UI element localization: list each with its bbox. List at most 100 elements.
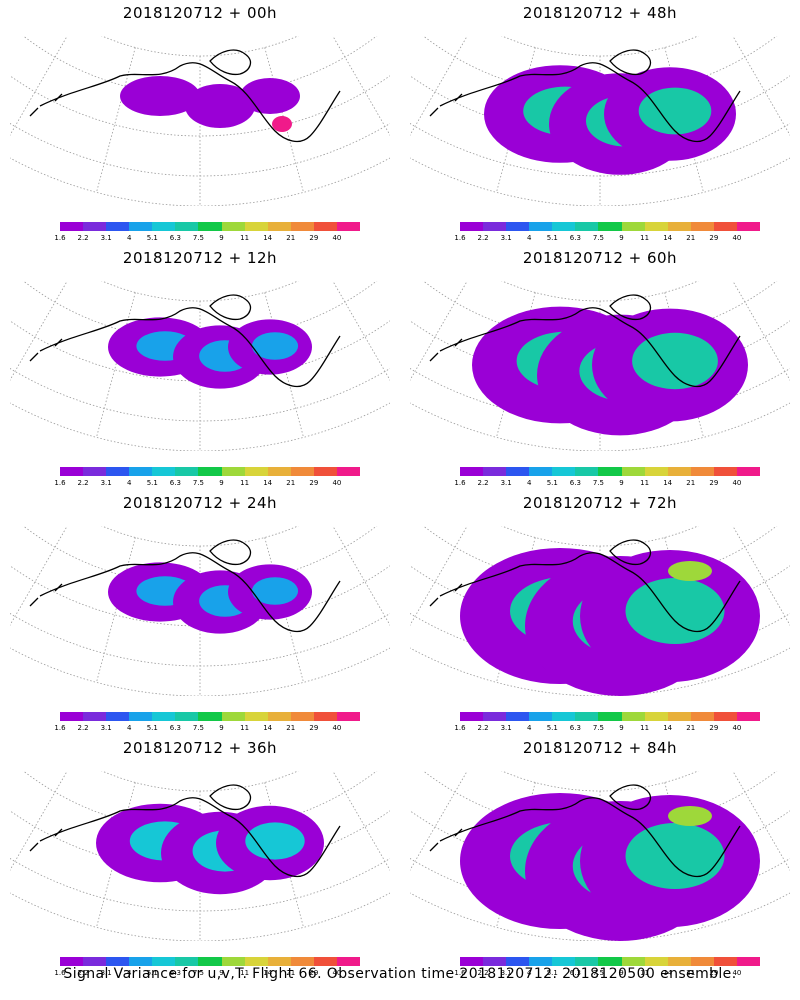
coastline: [29, 49, 341, 143]
colorbar-tick-label: 7.5: [192, 724, 205, 732]
panel-title: 2018120712 + 60h: [522, 249, 678, 267]
colorbar-tick-label: 21: [686, 969, 696, 977]
colorbar-swatch: [175, 467, 199, 476]
colorbar-tick-label: 29: [709, 479, 719, 487]
colorbar-swatch: [106, 712, 130, 721]
colorbar-tick-label: 3.1: [100, 969, 112, 977]
variance-field: [108, 317, 312, 389]
colorbar-swatch: [667, 712, 691, 721]
polar-stereographic-map: [10, 36, 390, 206]
colorbar-swatch: [667, 467, 691, 476]
colorbar-swatch: [690, 222, 714, 231]
colorbar-swatch: [460, 222, 484, 231]
colorbar-tick-labels: 1.6 2.2 3.1 4 5.1 6.3 7.5 9 11 14 21 29 40: [454, 724, 760, 734]
forecast-panel: 2018120712 + 48h 1.6 2.2 3.1 4 5.1 6.3 7.5 9 11 14…: [400, 0, 800, 250]
colorbar: [460, 222, 761, 231]
colorbar-tick-label: 3.1: [500, 479, 512, 487]
variance-field: [96, 803, 324, 895]
coastline: [429, 784, 741, 878]
colorbar-swatch: [506, 467, 530, 476]
colorbar-tick-label: 2.2: [77, 724, 89, 732]
colorbar-swatch: [106, 222, 130, 231]
colorbar-tick-label: 6.3: [569, 724, 581, 732]
colorbar-swatch: [152, 467, 176, 476]
colorbar-tick-label: 1.6: [54, 969, 66, 977]
colorbar-tick-label: 2.2: [477, 969, 489, 977]
colorbar-tick-label: 7.5: [192, 479, 205, 487]
colorbar-swatch: [552, 222, 576, 231]
forecast-panel: 2018120712 + 24h 1.6 2.2 3.1 4 5.1 6.3 7.5 9 11 14…: [0, 490, 400, 740]
colorbar-swatch: [736, 712, 761, 721]
coastline: [29, 539, 341, 633]
colorbar-tick-label: 3.1: [500, 724, 512, 732]
forecast-panel: 2018120712 + 60h 1.6 2.2 3.1 4 5.1 6.3 7.5 9 11 14…: [400, 245, 800, 495]
polar-stereographic-map: [10, 526, 390, 696]
colorbar-swatch: [336, 467, 361, 476]
colorbar-tick-label: 29: [309, 724, 319, 732]
colorbar: [60, 467, 361, 476]
colorbar-swatch: [598, 712, 622, 721]
colorbar-tick-label: 40: [732, 969, 742, 977]
colorbar-tick-label: 4: [526, 479, 532, 487]
colorbar-tick-label: 5.1: [146, 234, 158, 242]
colorbar-swatch: [690, 712, 714, 721]
colorbar-tick-label: 14: [663, 479, 673, 487]
colorbar-tick-label: 9: [219, 969, 224, 977]
colorbar-swatch: [313, 222, 337, 231]
colorbar-tick-label: 14: [263, 969, 273, 977]
colorbar-swatch: [244, 222, 268, 231]
colorbar-swatch: [598, 222, 622, 231]
colorbar-tick-label: 11: [240, 234, 250, 242]
colorbar-swatch: [506, 957, 530, 966]
colorbar-tick-label: 29: [709, 234, 719, 242]
colorbar-tick-label: 7.5: [592, 234, 605, 242]
colorbar-tick-label: 2.2: [77, 969, 89, 977]
colorbar-tick-labels: 1.6 2.2 3.1 4 5.1 6.3 7.5 9 11 14 21 29 40: [54, 724, 360, 734]
colorbar-swatch: [175, 222, 199, 231]
panel-title: 2018120712 + 72h: [522, 494, 678, 512]
colorbar-tick-label: 4: [126, 234, 132, 242]
colorbar-swatch: [690, 467, 714, 476]
colorbar-swatch: [713, 957, 737, 966]
colorbar-swatch: [336, 957, 361, 966]
colorbar-tick-label: 9: [219, 479, 224, 487]
colorbar-tick-label: 11: [240, 724, 250, 732]
colorbar-tick-label: 29: [309, 479, 319, 487]
colorbar-tick-labels: 1.6 2.2 3.1 4 5.1 6.3 7.5 9 11 14 21 29 40: [454, 479, 760, 489]
colorbar-tick-label: 9: [219, 724, 224, 732]
colorbar-tick-label: 6.3: [169, 969, 181, 977]
colorbar-tick-label: 11: [240, 969, 250, 977]
colorbar-swatch: [506, 712, 530, 721]
colorbar-tick-label: 14: [263, 479, 273, 487]
colorbar-swatch: [483, 712, 507, 721]
colorbar-tick-label: 40: [332, 969, 342, 977]
colorbar-tick-label: 9: [619, 969, 624, 977]
polar-stereographic-map: [410, 281, 790, 451]
colorbar-tick-label: 40: [332, 479, 342, 487]
colorbar-swatch: [244, 467, 268, 476]
colorbar-swatch: [483, 957, 507, 966]
colorbar-swatch: [575, 222, 599, 231]
colorbar-tick-label: 3.1: [100, 479, 112, 487]
polar-stereographic-map: [410, 771, 790, 941]
colorbar-swatch: [152, 712, 176, 721]
variance-field: [484, 65, 736, 175]
colorbar-swatch: [644, 222, 668, 231]
colorbar-swatch: [690, 957, 714, 966]
colorbar-swatch: [198, 957, 222, 966]
colorbar-swatch: [644, 957, 668, 966]
colorbar-tick-label: 21: [686, 479, 696, 487]
colorbar-tick-label: 4: [526, 969, 532, 977]
colorbar-swatch: [621, 712, 645, 721]
forecast-panel: 2018120712 + 36h 1.6 2.2 3.1 4 5.1 6.3 7.5 9 11 14…: [0, 735, 400, 985]
colorbar-swatch: [621, 222, 645, 231]
colorbar-swatch: [736, 467, 761, 476]
colorbar-swatch: [106, 467, 130, 476]
colorbar-swatch: [313, 957, 337, 966]
colorbar-tick-label: 6.3: [169, 479, 181, 487]
colorbar-tick-label: 9: [619, 724, 624, 732]
colorbar-tick-label: 21: [286, 724, 296, 732]
colorbar-swatch: [736, 957, 761, 966]
colorbar-tick-label: 14: [663, 234, 673, 242]
colorbar-tick-label: 5.1: [146, 479, 158, 487]
